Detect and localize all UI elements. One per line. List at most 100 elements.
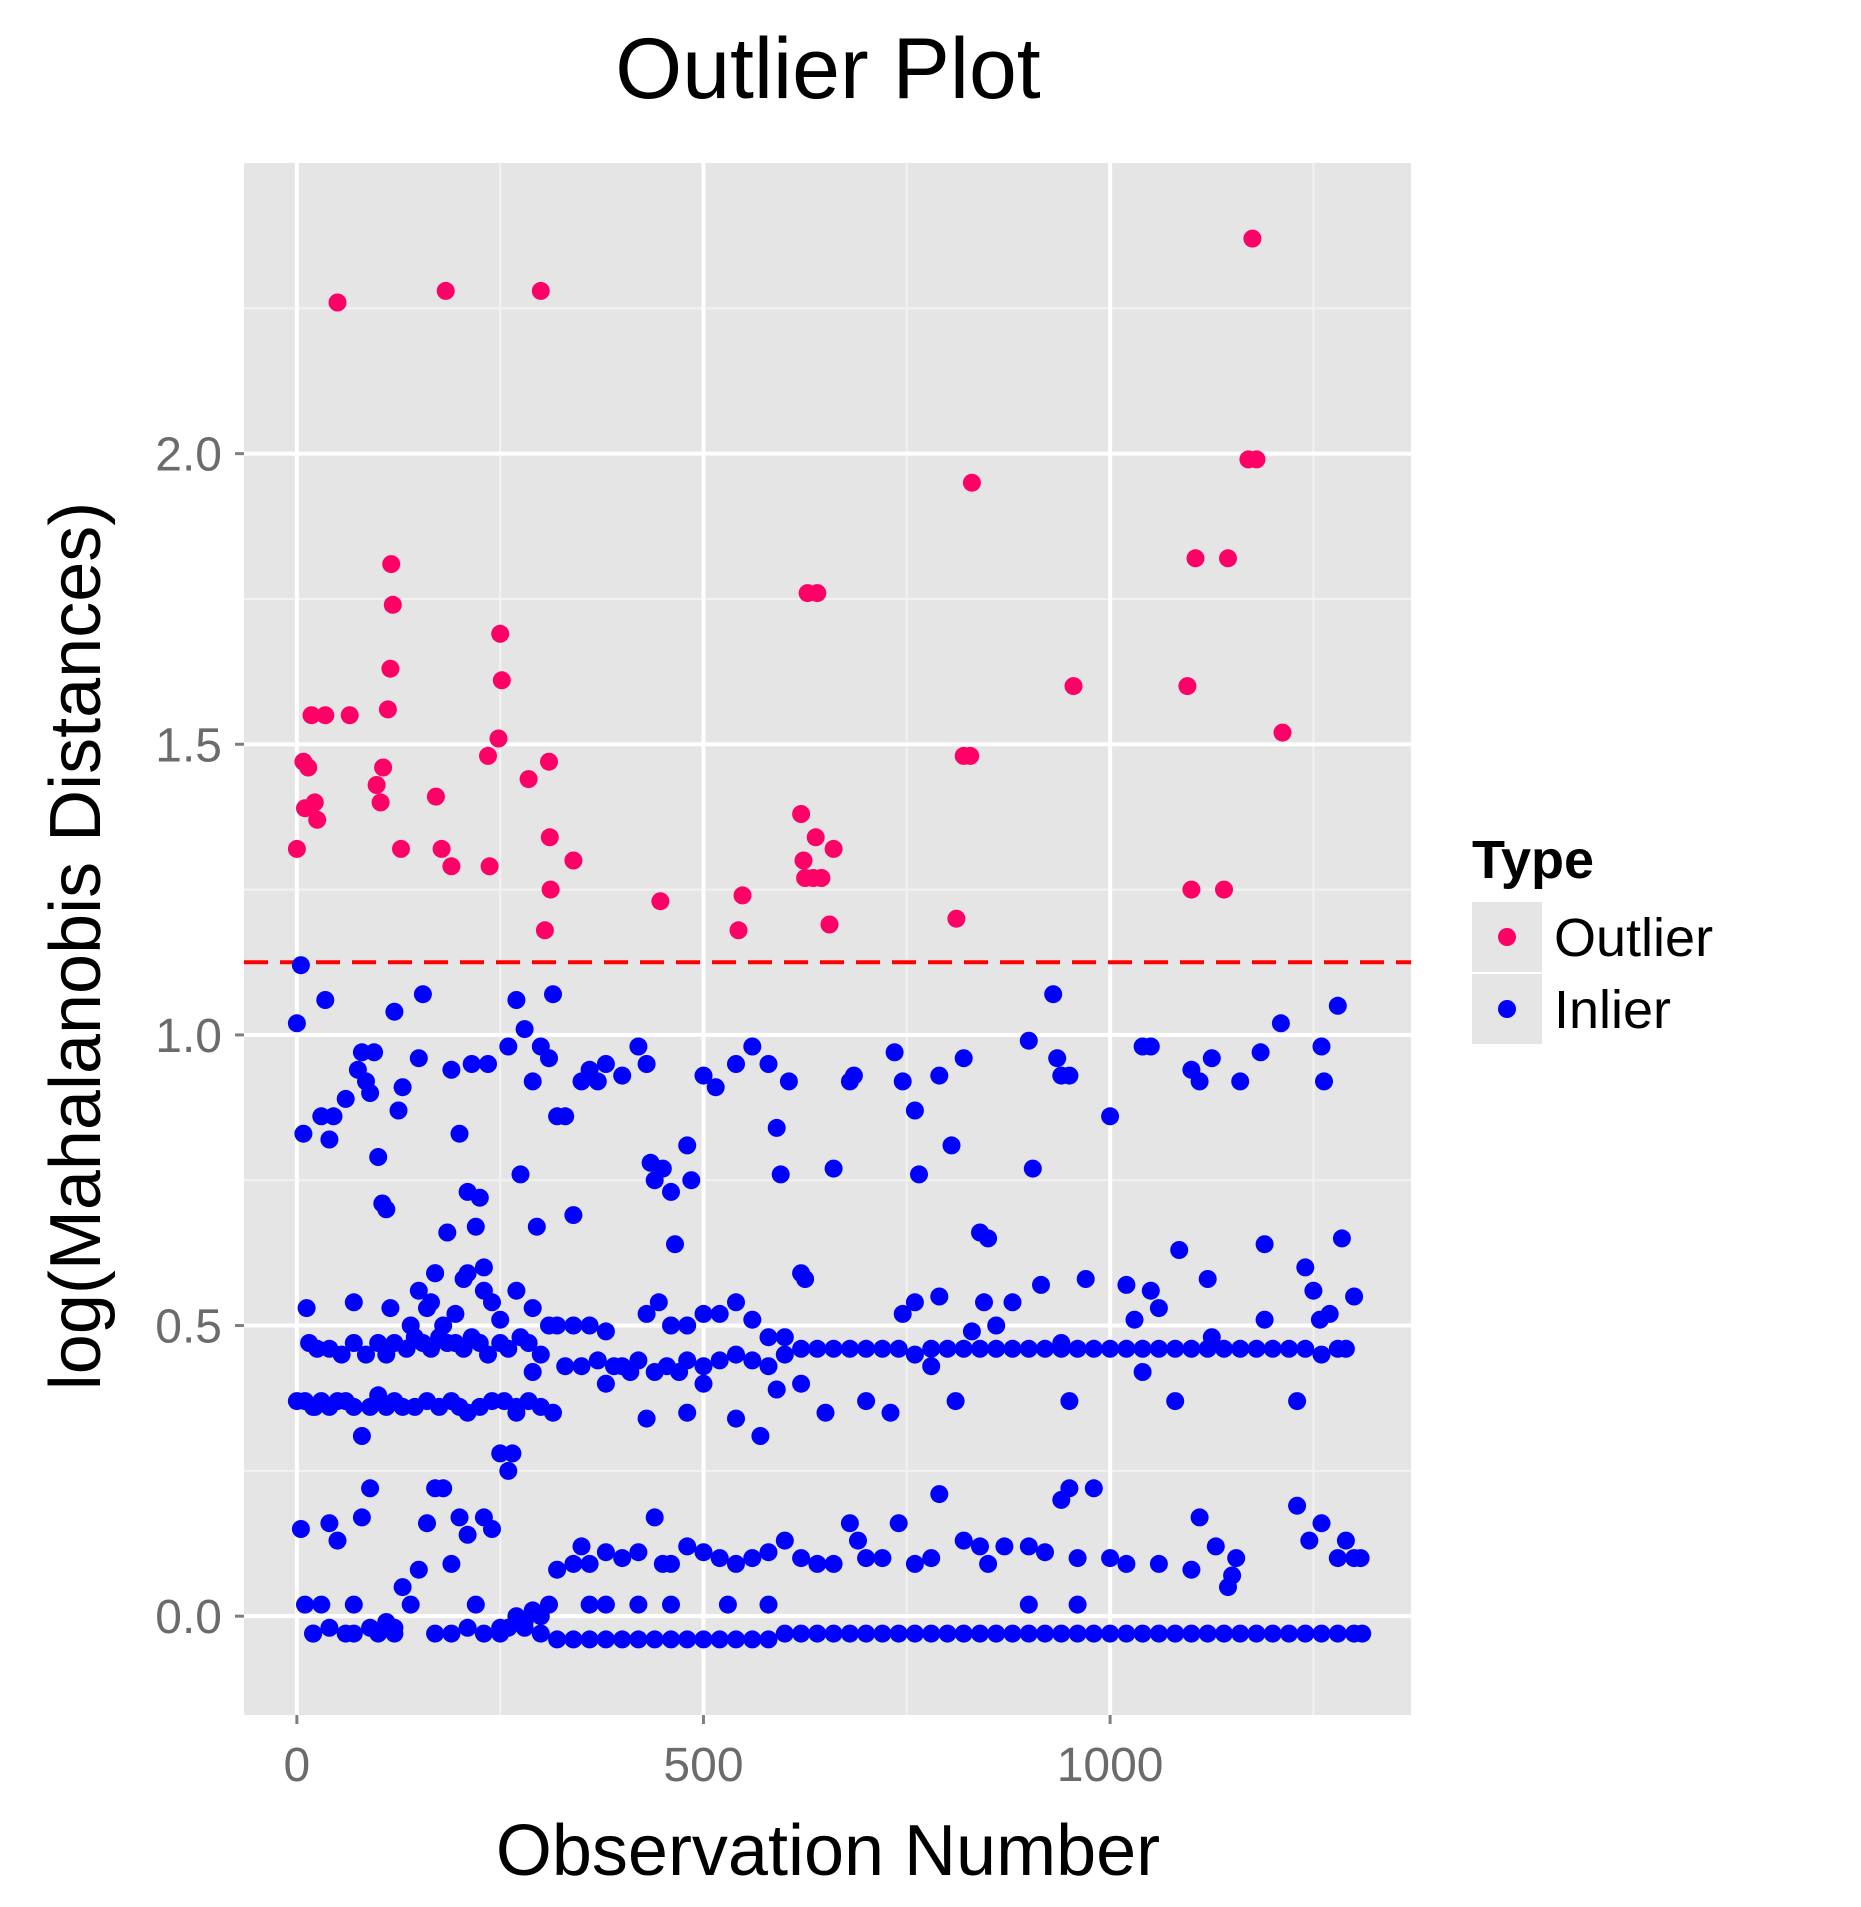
inlier-point [324, 1107, 343, 1126]
inlier-point [442, 1060, 461, 1079]
inlier-point [1133, 1624, 1152, 1643]
inlier-point [291, 1520, 310, 1538]
inlier-point [564, 1206, 583, 1225]
inlier-point [409, 1560, 428, 1579]
inlier-point [662, 1554, 680, 1573]
inlier-point [479, 1055, 497, 1073]
inlier-point [678, 1403, 697, 1422]
outlier-point [378, 700, 397, 719]
inlier-point [662, 1630, 680, 1649]
inlier-point [873, 1549, 892, 1568]
inlier-point [824, 1159, 843, 1178]
inlier-point [588, 1351, 607, 1370]
inlier-point [491, 1624, 510, 1643]
inlier-point [483, 1520, 501, 1538]
inlier-point [479, 1345, 497, 1364]
inlier-point [662, 1182, 680, 1201]
inlier-point [930, 1066, 949, 1085]
inlier-point [975, 1293, 993, 1312]
inlier-point [377, 1200, 396, 1219]
inlier-point [971, 1624, 989, 1643]
inlier-point [1312, 1624, 1331, 1643]
inlier-point [759, 1328, 778, 1347]
inlier-point [767, 1380, 786, 1399]
inlier-point [840, 1514, 859, 1533]
inlier-point [922, 1339, 941, 1358]
inlier-point [320, 1130, 339, 1149]
inlier-point [1190, 1508, 1209, 1527]
inlier-point [605, 1357, 623, 1376]
inlier-point [1076, 1270, 1095, 1288]
inlier-point [442, 1624, 461, 1643]
inlier-point [889, 1339, 908, 1358]
inlier-point [515, 1618, 534, 1637]
inlier-point [499, 1461, 518, 1480]
legend: Type Outlier Inlier [1472, 830, 1713, 1044]
inlier-point [905, 1101, 924, 1120]
inlier-point [344, 1595, 363, 1614]
outlier-point [491, 624, 510, 643]
inlier-point [393, 1578, 412, 1597]
inlier-point [1296, 1258, 1315, 1277]
inlier-point [857, 1624, 876, 1643]
inlier-point [409, 1049, 428, 1068]
inlier-point [1336, 1339, 1355, 1358]
inlier-point [792, 1624, 811, 1643]
inlier-point [1133, 1339, 1152, 1358]
outlier-point [442, 857, 461, 876]
legend-label-inlier: Inlier [1554, 980, 1671, 1040]
inlier-point [409, 1281, 428, 1300]
outlier-point [381, 659, 400, 678]
inlier-point [1084, 1479, 1103, 1498]
inlier-point [470, 1188, 489, 1207]
inlier-point [946, 1392, 965, 1411]
inlier-point [1288, 1392, 1307, 1411]
inlier-point [312, 1595, 331, 1614]
inlier-point [710, 1351, 729, 1370]
inlier-point [1182, 1624, 1201, 1643]
inlier-point [844, 1066, 863, 1085]
inlier-point [499, 1037, 518, 1056]
outlier-point [432, 839, 451, 858]
inlier-point [1048, 1049, 1067, 1068]
inlier-point [1255, 1310, 1274, 1329]
inlier-point [954, 1624, 973, 1643]
inlier-point [1345, 1287, 1364, 1306]
outlier-point [426, 787, 445, 806]
inlier-point [507, 991, 526, 1009]
outlier-point [374, 758, 393, 777]
inlier-point [458, 1525, 477, 1544]
legend-label-outlier: Outlier [1554, 908, 1713, 968]
inlier-point [1255, 1235, 1274, 1254]
y-axis-title: log(Mahalanobis Distances) [36, 502, 116, 1390]
inlier-point [1247, 1624, 1266, 1643]
inlier-point [1231, 1072, 1250, 1091]
inlier-point [808, 1339, 827, 1358]
inlier-point [596, 1630, 615, 1649]
inlier-point [287, 1014, 306, 1033]
inlier-point [1141, 1037, 1160, 1056]
inlier-point [1328, 996, 1347, 1015]
legend-dot-inlier [1498, 1000, 1516, 1018]
inlier-point [1149, 1624, 1168, 1643]
inlier-point [1202, 1049, 1221, 1068]
inlier-point [1052, 1624, 1071, 1643]
inlier-point [678, 1316, 697, 1335]
inlier-point [987, 1624, 1006, 1643]
inlier-point [1101, 1624, 1120, 1643]
inlier-point [564, 1630, 583, 1649]
x-tick-label: 1000 [1057, 1739, 1164, 1792]
inlier-point [979, 1554, 998, 1573]
inlier-point [1328, 1549, 1347, 1568]
inlier-point [759, 1357, 778, 1376]
inlier-point [662, 1595, 680, 1614]
inlier-point [743, 1549, 762, 1568]
inlier-point [548, 1560, 567, 1579]
inlier-point [613, 1066, 632, 1085]
inlier-point [727, 1055, 745, 1073]
inlier-point [544, 985, 562, 1004]
inlier-point [361, 1618, 380, 1637]
inlier-point [519, 1334, 538, 1352]
outlier-point [947, 909, 966, 928]
